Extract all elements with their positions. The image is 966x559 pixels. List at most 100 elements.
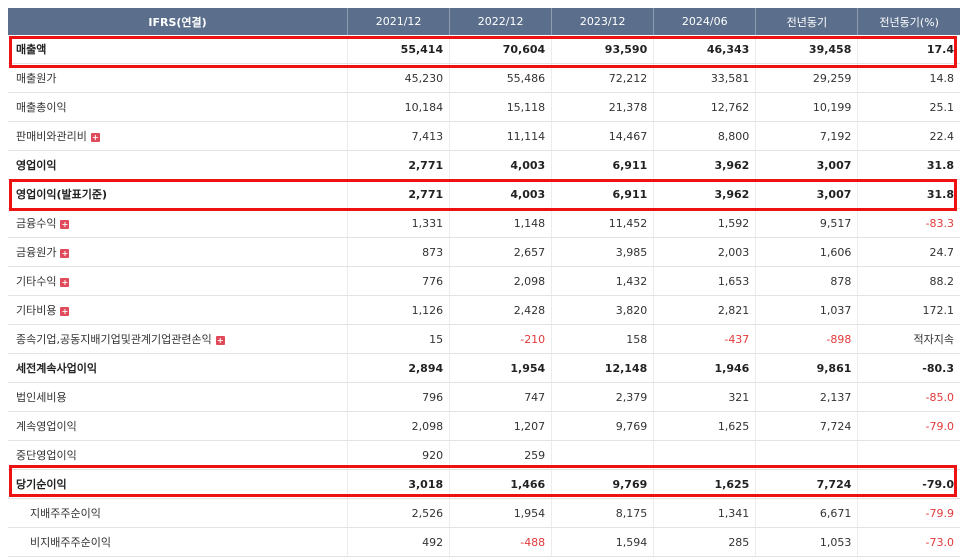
cell-value: 2,137: [755, 382, 859, 412]
expand-plus-icon[interactable]: +: [60, 277, 70, 287]
cell-value: 6,671: [755, 498, 859, 528]
cell-value: 1,594: [551, 527, 655, 557]
cell-value: 1,126: [347, 295, 451, 325]
cell-value: 1,954: [449, 498, 553, 528]
cell-value-negative: -437: [653, 324, 757, 354]
header-ifrs[interactable]: IFRS(연결): [8, 8, 349, 35]
cell-value: 45,230: [347, 63, 451, 93]
cell-value: 72,212: [551, 63, 655, 93]
cell-value: 1,625: [653, 411, 757, 441]
cell-value: [755, 440, 859, 470]
row-sga: 판매비와관리비 + 7,413 11,114 14,467 8,800 7,192…: [8, 121, 960, 151]
cell-value: 9,769: [551, 469, 655, 499]
header-2023-12: 2023/12: [551, 8, 655, 35]
cell-value: 2,821: [653, 295, 757, 325]
cell-value: 14.8: [857, 63, 960, 93]
cell-value: 1,341: [653, 498, 757, 528]
row-label: 당기순이익: [8, 469, 349, 499]
row-label: 매출원가: [8, 63, 349, 93]
row-label: 매출총이익: [8, 92, 349, 122]
cell-value: [653, 440, 757, 470]
cell-value: 39,458: [755, 35, 859, 64]
expand-plus-icon[interactable]: +: [60, 306, 70, 316]
cell-value: 1,954: [449, 353, 553, 383]
cell-value: 2,098: [347, 411, 451, 441]
row-label: 지배주주순이익: [8, 498, 349, 528]
row-finance-cost: 금융원가 + 873 2,657 3,985 2,003 1,606 24.7: [8, 237, 960, 267]
cell-value-negative: -79.9: [857, 498, 960, 528]
cell-value-negative: -85.0: [857, 382, 960, 412]
cell-value: 8,175: [551, 498, 655, 528]
cell-value: 3,007: [755, 179, 859, 209]
expand-plus-icon[interactable]: +: [60, 219, 70, 229]
cell-value: 1,148: [449, 208, 553, 238]
header-prev-period-pct: 전년동기(%): [857, 8, 960, 35]
cell-value: 158: [551, 324, 655, 354]
row-label-expandable: 종속기업,공동지배기업및관계기업관련손익 +: [8, 324, 349, 354]
row-label-text: 기타수익: [16, 275, 57, 288]
cell-value: 1,466: [449, 469, 553, 499]
expand-plus-icon[interactable]: +: [215, 335, 225, 345]
row-associates-income: 종속기업,공동지배기업및관계기업관련손익 + 15 -210 158 -437 -…: [8, 324, 960, 354]
row-other-income: 기타수익 + 776 2,098 1,432 1,653 878 88.2: [8, 266, 960, 296]
cell-value: 7,724: [755, 411, 859, 441]
cell-value: 17.4: [857, 35, 960, 64]
row-label-text: 금융수익: [16, 217, 57, 230]
table-header-row: IFRS(연결) 2021/12 2022/12 2023/12 2024/06…: [8, 8, 960, 35]
cell-value: 10,184: [347, 92, 451, 122]
row-label-expandable: 판매비와관리비 +: [8, 121, 349, 151]
cell-value: 2,894: [347, 353, 451, 383]
cell-value: 1,207: [449, 411, 553, 441]
cell-value: 1,432: [551, 266, 655, 296]
cell-value: 1,053: [755, 527, 859, 557]
cell-value: 2,771: [347, 150, 451, 180]
row-label: 매출액: [8, 35, 349, 64]
cell-value: 24.7: [857, 237, 960, 267]
cell-value: 31.8: [857, 179, 960, 209]
row-gross-profit: 매출총이익 10,184 15,118 21,378 12,762 10,199…: [8, 92, 960, 122]
cell-value: 776: [347, 266, 451, 296]
cell-value: 15: [347, 324, 451, 354]
row-label: 영업이익(발표기준): [8, 179, 349, 209]
row-label: 중단영업이익: [8, 440, 349, 470]
cell-value-negative: -83.3: [857, 208, 960, 238]
cell-value: 3,007: [755, 150, 859, 180]
cell-value: 29,259: [755, 63, 859, 93]
cell-value: 9,861: [755, 353, 859, 383]
cell-value-negative: -80.3: [857, 353, 960, 383]
cell-value: 7,192: [755, 121, 859, 151]
row-discontinued-ops: 중단영업이익 920 259: [8, 440, 960, 470]
cell-value: 25.1: [857, 92, 960, 122]
cell-value: 2,657: [449, 237, 553, 267]
row-operating-income-reported: 영업이익(발표기준) 2,771 4,003 6,911 3,962 3,007…: [8, 179, 960, 209]
cell-value: 1,331: [347, 208, 451, 238]
cell-value: 796: [347, 382, 451, 412]
cell-value: 88.2: [857, 266, 960, 296]
row-label-text: 종속기업,공동지배기업및관계기업관련손익: [16, 333, 212, 346]
row-label: 비지배주주순이익: [8, 527, 349, 557]
row-finance-income: 금융수익 + 1,331 1,148 11,452 1,592 9,517 -83…: [8, 208, 960, 238]
cell-value: 1,625: [653, 469, 757, 499]
cell-value: 2,428: [449, 295, 553, 325]
row-label-expandable: 금융수익 +: [8, 208, 349, 238]
header-2021-12: 2021/12: [347, 8, 451, 35]
cell-value: 2,098: [449, 266, 553, 296]
expand-plus-icon[interactable]: +: [60, 248, 70, 258]
cell-value: 55,414: [347, 35, 451, 64]
row-label: 법인세비용: [8, 382, 349, 412]
row-label: 영업이익: [8, 150, 349, 180]
cell-value: 3,962: [653, 179, 757, 209]
cell-value: 12,148: [551, 353, 655, 383]
expand-plus-icon[interactable]: +: [90, 132, 100, 142]
row-label-expandable: 기타수익 +: [8, 266, 349, 296]
row-cost-of-sales: 매출원가 45,230 55,486 72,212 33,581 29,259 …: [8, 63, 960, 93]
cell-value: 6,911: [551, 179, 655, 209]
cell-value: 10,199: [755, 92, 859, 122]
row-controlling-interest: 지배주주순이익 2,526 1,954 8,175 1,341 6,671 -7…: [8, 498, 960, 528]
cell-value: 3,985: [551, 237, 655, 267]
cell-value: 4,003: [449, 179, 553, 209]
cell-value: 2,771: [347, 179, 451, 209]
cell-value: 70,604: [449, 35, 553, 64]
cell-value: 1,946: [653, 353, 757, 383]
